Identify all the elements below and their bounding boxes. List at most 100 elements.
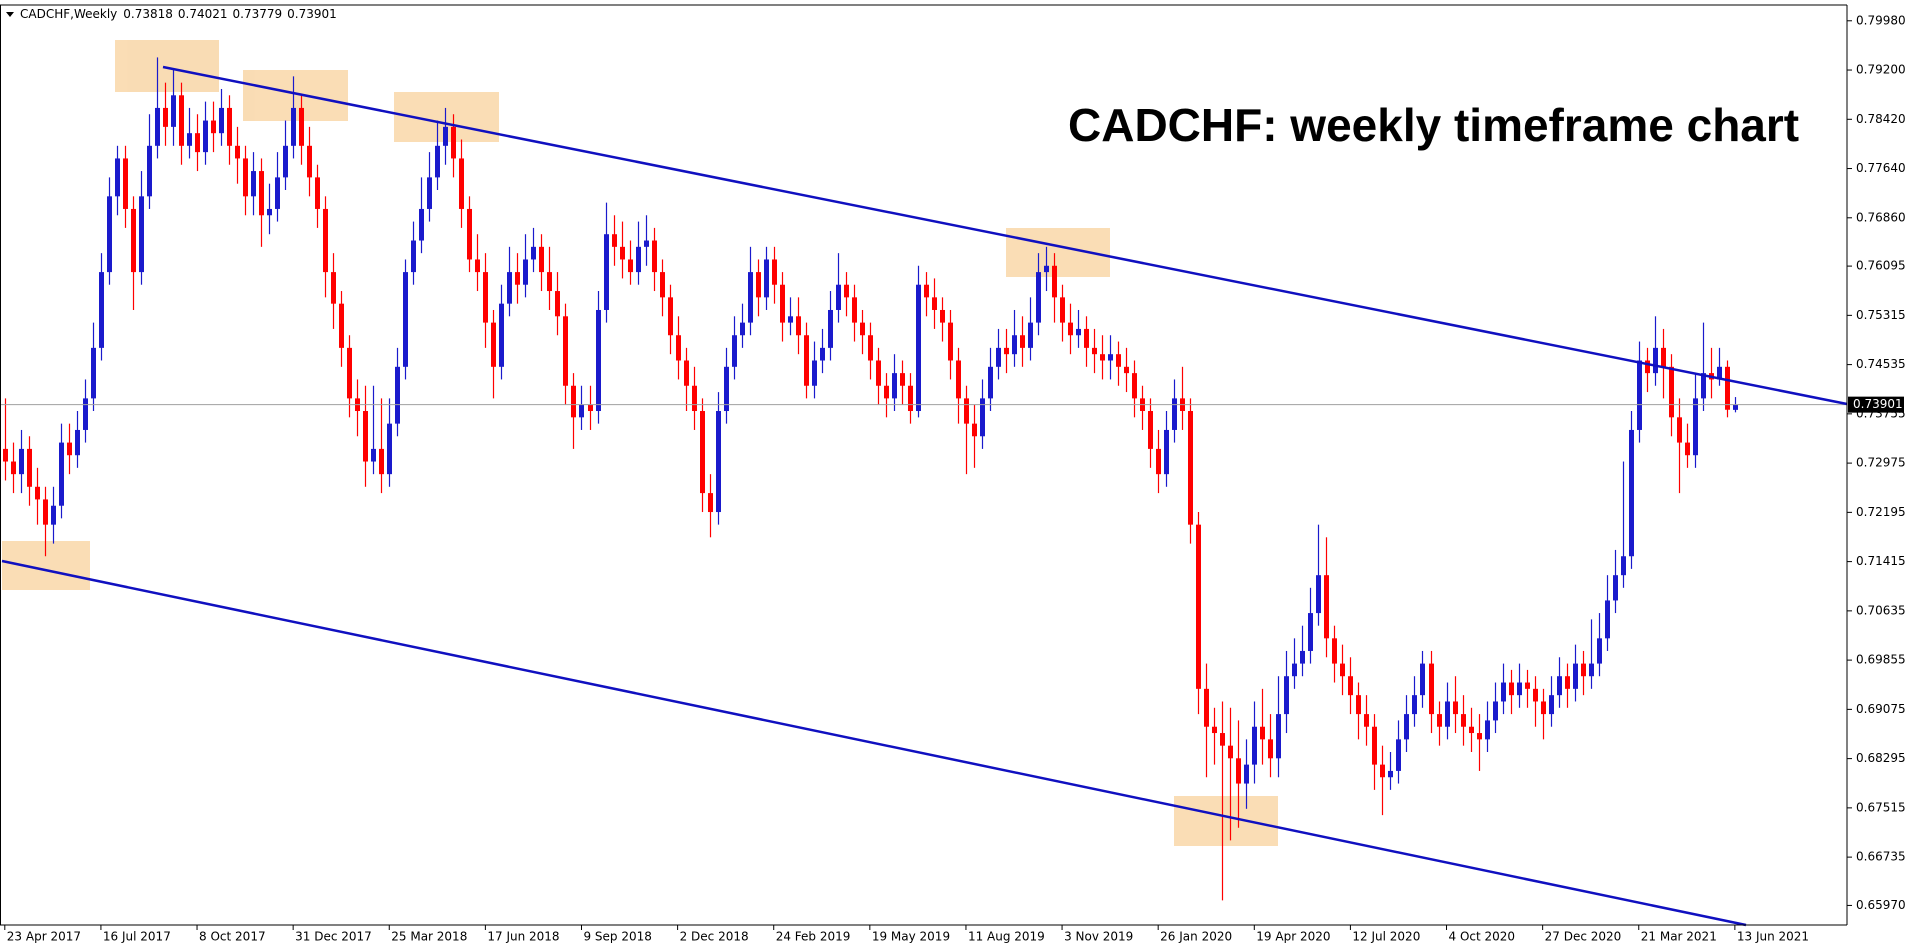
candle-body	[1156, 448, 1161, 475]
candle-body	[980, 398, 985, 437]
candle-body	[1589, 663, 1594, 677]
candle-body	[235, 145, 240, 159]
candle-body	[1653, 347, 1658, 374]
candle-body	[59, 442, 64, 506]
candle-body	[764, 259, 769, 298]
candle-body	[331, 272, 336, 304]
y-tick-label: 0.72195	[1856, 505, 1906, 519]
x-tick-label: 11 Aug 2019	[968, 930, 1045, 944]
x-tick-label: 24 Feb 2019	[776, 930, 851, 944]
candle-body	[724, 366, 729, 412]
candle-body	[1132, 373, 1137, 399]
candle-body	[1340, 663, 1345, 677]
candle-body	[804, 335, 809, 386]
candle-body	[636, 246, 641, 273]
candle-body	[363, 411, 368, 462]
candle-body	[243, 158, 248, 197]
candle-body	[1573, 663, 1578, 689]
candle-body	[740, 322, 745, 336]
x-tick-label: 31 Dec 2017	[295, 930, 372, 944]
candle-body	[988, 366, 993, 399]
candle-body	[27, 448, 32, 487]
candle-body	[115, 158, 120, 197]
candle-body	[964, 398, 969, 424]
candle-body	[395, 366, 400, 424]
candle-body	[708, 493, 713, 513]
current-price-box	[1848, 396, 1904, 413]
candle-body	[1324, 575, 1329, 639]
highlight-zone	[1174, 796, 1278, 846]
y-tick-label: 0.78420	[1856, 112, 1906, 126]
y-tick-label: 0.67515	[1856, 800, 1906, 814]
x-tick-label: 19 May 2019	[872, 930, 950, 944]
candle-body	[467, 208, 472, 260]
candle-body	[1701, 373, 1706, 399]
candle-body	[1549, 695, 1554, 715]
candle-body	[1116, 354, 1121, 367]
candle-body	[371, 448, 376, 462]
chart-title: CADCHF: weekly timeframe chart	[1068, 99, 1799, 151]
candle-body	[267, 208, 272, 216]
candle-body	[1204, 688, 1209, 727]
highlight-zone	[115, 40, 219, 92]
candle-body	[171, 95, 176, 127]
candle-body	[748, 272, 753, 323]
candle-body	[35, 486, 40, 500]
candle-body	[347, 347, 352, 399]
candle-body	[1725, 366, 1730, 410]
candle-body	[932, 297, 937, 310]
x-tick-label: 13 Jun 2021	[1737, 930, 1809, 944]
candle-body	[1228, 745, 1233, 759]
candle-body	[1356, 695, 1361, 715]
candle-body	[780, 284, 785, 323]
candle-body	[187, 133, 192, 146]
candle-body	[203, 120, 208, 153]
highlight-zones	[2, 40, 1278, 846]
candle-body	[1084, 328, 1089, 348]
candle-body	[387, 423, 392, 475]
candle-body	[515, 272, 520, 285]
candle-body	[1605, 600, 1610, 639]
candle-body	[1212, 726, 1217, 734]
x-tick-label: 19 Apr 2020	[1256, 930, 1330, 944]
x-tick-label: 23 Apr 2017	[7, 930, 81, 944]
candle-body	[1300, 650, 1305, 664]
candle-body	[732, 335, 737, 367]
candle-body	[1260, 726, 1265, 740]
candle-body	[812, 360, 817, 386]
candle-body	[1236, 758, 1241, 784]
y-tick-label: 0.75315	[1856, 308, 1906, 322]
candle-body	[892, 373, 897, 399]
candle-body	[1693, 398, 1698, 456]
candle-body	[900, 373, 905, 386]
menu-arrow[interactable]	[6, 12, 14, 17]
x-tick-label: 9 Sep 2018	[583, 930, 651, 944]
open-value: 0.73818	[123, 7, 173, 21]
candle-body	[1717, 366, 1722, 380]
candle-body	[1332, 638, 1337, 664]
candle-body	[443, 126, 448, 146]
candle-body	[1429, 663, 1434, 715]
candle-body	[716, 411, 721, 513]
trend-line	[162, 65, 1848, 406]
candle-body	[1533, 688, 1538, 702]
candle-body	[1637, 360, 1642, 430]
candle-body	[1372, 726, 1377, 765]
candle-body	[1196, 524, 1201, 689]
candle-body	[315, 177, 320, 209]
candle-body	[828, 309, 833, 348]
candle-body	[1148, 411, 1153, 449]
candle-body	[700, 411, 705, 494]
candle-body	[1052, 265, 1057, 298]
candle-body	[1364, 714, 1369, 727]
candle-body	[1164, 429, 1169, 475]
y-tick-label: 0.74535	[1856, 357, 1906, 371]
candle-body	[323, 208, 328, 273]
candle-body	[996, 347, 1001, 367]
candle-body	[299, 107, 304, 146]
candle-body	[67, 442, 72, 456]
candle-body	[588, 404, 593, 412]
candle-body	[491, 322, 496, 367]
candle-body	[1509, 682, 1514, 696]
